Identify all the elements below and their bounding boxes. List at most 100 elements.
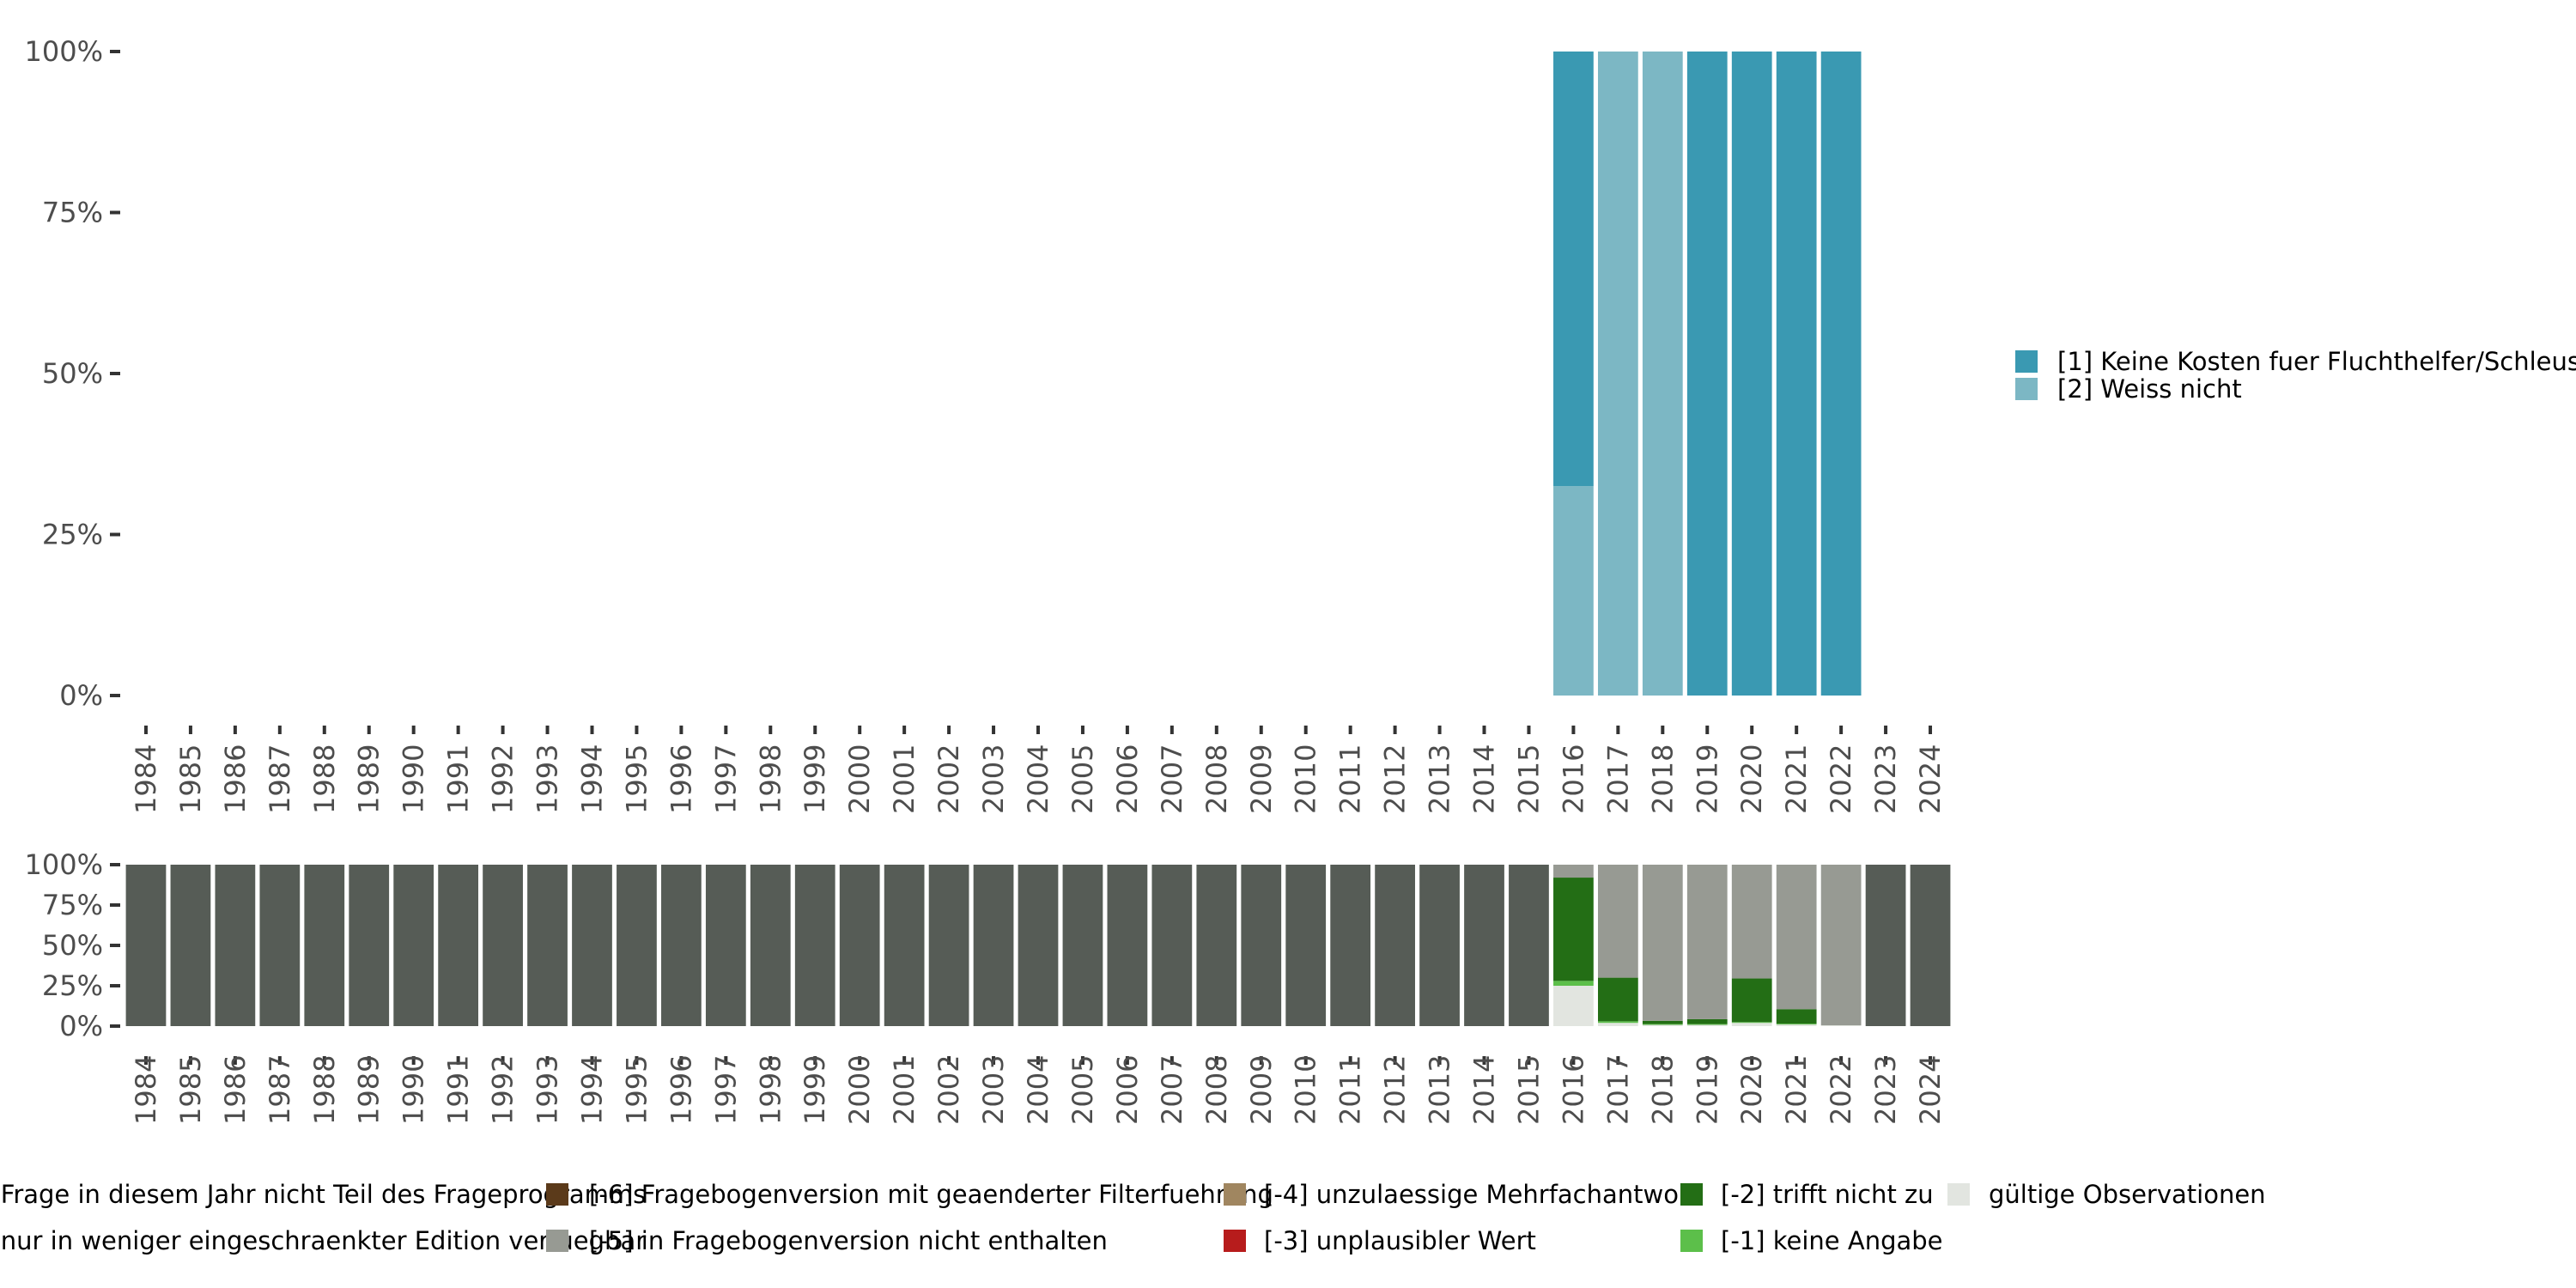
bottom-bar-2016-s5 — [1553, 865, 1594, 878]
top-y-tick-label: 100% — [25, 35, 103, 68]
bottom-plot: 0% 25% 50% 75% 100% 1984 1985 1986 1987 1988 1989 1… — [25, 848, 1951, 1125]
top-bar-2019-s1 — [1686, 52, 1728, 696]
bottom-x-tick-label: 2023 — [1869, 1055, 1902, 1125]
bottom-bar-1984-s8 — [125, 865, 167, 1026]
bottom-bar-2019-s5 — [1686, 865, 1728, 1019]
top-x-tick-label: 1992 — [487, 744, 519, 814]
bottom-bar-1999-s8 — [794, 865, 835, 1026]
top-x-tick-label: 1993 — [532, 744, 564, 814]
bottom-bar-2019-s1 — [1686, 1024, 1728, 1025]
top-legend-label: [2] Weiss nicht — [2057, 374, 2242, 404]
bottom-x-tick-label: 2011 — [1334, 1055, 1367, 1125]
top-y-tick-label: 50% — [42, 357, 103, 390]
top-x-tick-label: 2014 — [1468, 744, 1501, 814]
bottom-bar-2020-s5 — [1731, 865, 1772, 979]
bottom-x-tick-label: 1986 — [219, 1055, 252, 1125]
bottom-legend-label: [-6] Fragebogenversion mit geaenderter F… — [589, 1180, 1273, 1209]
bottom-bar-2022-s0 — [1820, 1025, 1862, 1026]
bottom-legend-label: gültige Observationen — [1989, 1180, 2266, 1209]
bottom-x-tick-label: 1994 — [575, 1055, 608, 1125]
bottom-x-tick-label: 2003 — [977, 1055, 1010, 1125]
bottom-bar-1996-s8 — [661, 865, 702, 1026]
bottom-bar-1994-s8 — [572, 865, 612, 1026]
top-bar-2016-s1 — [1553, 52, 1594, 487]
bottom-bar-2021-s0 — [1776, 1024, 1817, 1026]
top-legend: [1] Keine Kosten fuer Fluchthelfer/Schle… — [2015, 347, 2576, 404]
top-x-tick-label: 1998 — [754, 744, 787, 814]
bottom-x-tick-label: 1999 — [799, 1055, 831, 1125]
bottom-x-tick-label: 2016 — [1557, 1055, 1589, 1125]
bottom-bar-2008-s8 — [1196, 865, 1237, 1026]
top-x-tick-label: 2005 — [1066, 744, 1099, 814]
top-legend-swatch — [2015, 378, 2038, 400]
bottom-x-tick-label: 2000 — [843, 1055, 876, 1125]
bottom-bar-2021-s2 — [1776, 1009, 1817, 1024]
top-x-tick-label: 2015 — [1512, 744, 1545, 814]
top-x-tick-label: 2013 — [1424, 744, 1456, 814]
bottom-bar-2016-s1 — [1553, 981, 1594, 986]
top-x-tick-label: 1986 — [219, 744, 252, 814]
top-x-tick-label: 1989 — [353, 744, 386, 814]
bottom-bar-2020-s1 — [1731, 1022, 1772, 1024]
bottom-x-tick-label: 1992 — [487, 1055, 519, 1125]
bottom-bar-2001-s8 — [884, 865, 925, 1026]
bottom-bar-2006-s8 — [1107, 865, 1148, 1026]
bottom-x-tick-label: 1998 — [754, 1055, 787, 1125]
top-x-tick-label: 2017 — [1601, 744, 1634, 814]
bottom-bar-2020-s0 — [1731, 1023, 1772, 1026]
top-x-tick-label: 1991 — [442, 744, 475, 814]
bottom-legend-label: [-5] in Fragebogenversion nicht enthalte… — [589, 1226, 1108, 1255]
bottom-bar-2004-s8 — [1018, 865, 1059, 1026]
top-x-tick-label: 1999 — [799, 744, 831, 814]
bottom-legend-label: [-3] unplausibler Wert — [1264, 1226, 1536, 1255]
top-x-tick-label: 2018 — [1646, 744, 1679, 814]
top-x-tick-label: 2003 — [977, 744, 1010, 814]
bottom-legend-label: [-1] keine Angabe — [1721, 1226, 1943, 1255]
bottom-bar-2010-s8 — [1285, 865, 1327, 1026]
bottom-x-tick-label: 1989 — [353, 1055, 386, 1125]
bottom-bar-2017-s2 — [1597, 977, 1638, 1022]
top-x-tick-label: 1984 — [130, 744, 162, 814]
bottom-bar-1993-s8 — [527, 865, 568, 1026]
bottom-bar-1992-s8 — [483, 865, 523, 1026]
bottom-x-tick-label: 1988 — [308, 1055, 341, 1125]
top-x-tick-label: 2011 — [1334, 744, 1367, 814]
top-x-tick-label: 2004 — [1022, 744, 1054, 814]
bottom-x-tick-label: 1996 — [665, 1055, 697, 1125]
bottom-y-tick-label: 25% — [42, 969, 103, 1002]
bottom-x-tick-label: 1990 — [398, 1055, 430, 1125]
bottom-x-tick-label: 2022 — [1825, 1055, 1857, 1125]
top-x-tick-label: 1988 — [308, 744, 341, 814]
top-x-tick-label: 1990 — [398, 744, 430, 814]
bottom-x-tick-label: 2006 — [1111, 1055, 1144, 1125]
bottom-bar-2024-s8 — [1910, 865, 1951, 1026]
bottom-bar-1987-s8 — [259, 865, 301, 1026]
top-plot: 0% 25% 50% 75% 100% 1984 1985 1986 1987 1988 1989 1… — [25, 35, 1947, 814]
bottom-x-tick-label: 2001 — [888, 1055, 920, 1125]
bottom-bar-1995-s8 — [617, 865, 657, 1026]
top-x-tick-label: 2021 — [1780, 744, 1813, 814]
bottom-bar-2007-s8 — [1151, 865, 1193, 1026]
top-x-tick-label: 2006 — [1111, 744, 1144, 814]
top-x-tick-label: 2000 — [843, 744, 876, 814]
bottom-legend-swatch — [1680, 1183, 1703, 1206]
bottom-bar-2019-s2 — [1686, 1018, 1728, 1024]
top-x-tick-label: 1996 — [665, 744, 697, 814]
bottom-legend-swatch — [546, 1230, 568, 1252]
top-y-tick-label: 0% — [59, 679, 103, 712]
bottom-bar-2018-s0 — [1642, 1024, 1683, 1026]
bottom-x-tick-label: 2021 — [1780, 1055, 1813, 1125]
bottom-bar-2005-s8 — [1062, 865, 1103, 1026]
bottom-x-tick-label: 1995 — [620, 1055, 653, 1125]
top-x-tick-label: 2022 — [1825, 744, 1857, 814]
top-x-tick-label: 2009 — [1245, 744, 1278, 814]
bottom-x-tick-label: 1991 — [442, 1055, 475, 1125]
bottom-bar-1989-s8 — [349, 865, 390, 1026]
bottom-y-tick-label: 0% — [59, 1010, 103, 1042]
bottom-x-tick-label: 2015 — [1512, 1055, 1545, 1125]
bottom-x-tick-label: 2008 — [1200, 1055, 1233, 1125]
top-x-tick-label: 1985 — [174, 744, 207, 814]
top-bar-2022-s1 — [1820, 52, 1862, 696]
bottom-bar-2018-s5 — [1642, 865, 1683, 1021]
